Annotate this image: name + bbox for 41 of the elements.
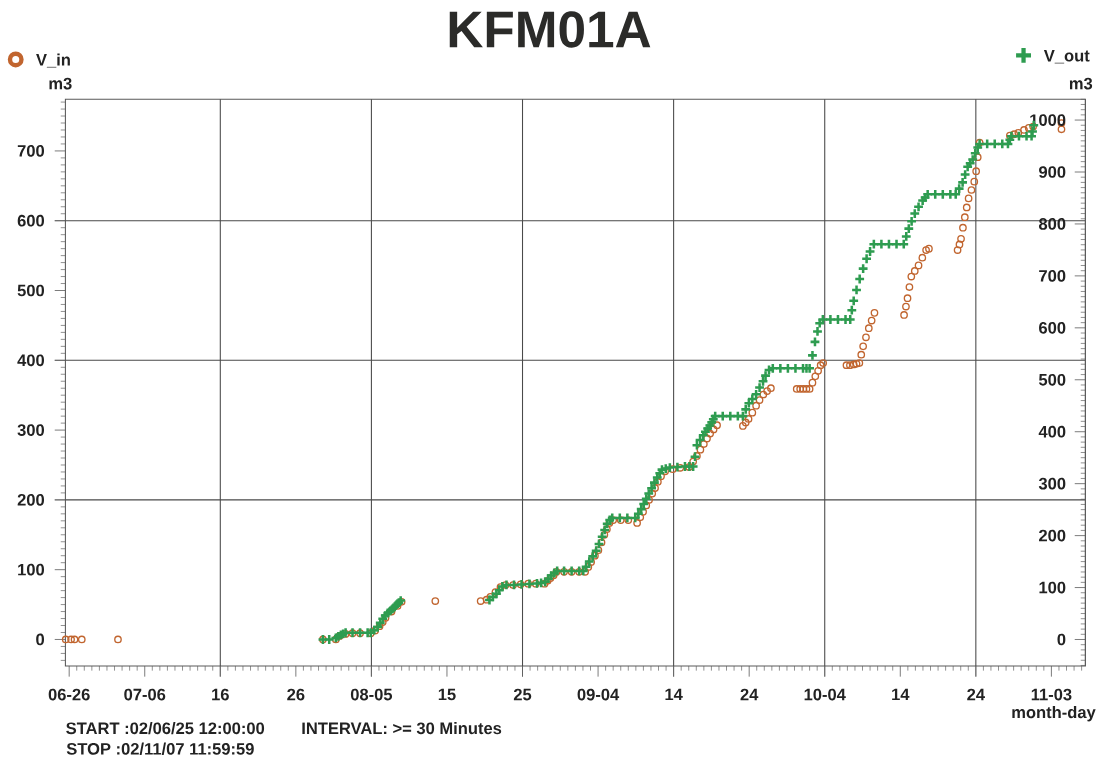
y2-tick-label: 700 [1039, 270, 1066, 282]
y2-tick-label: 0 [1057, 633, 1066, 646]
x-tick-label: 15 [438, 688, 456, 701]
x-tick-label: 25 [513, 688, 532, 701]
y2-axis-title: m3 [1069, 77, 1093, 90]
x-tick-label: 06-26 [48, 688, 90, 701]
y-tick-label: 300 [17, 424, 45, 436]
y-tick-label: 500 [17, 284, 45, 297]
y-tick-label: 600 [17, 214, 45, 227]
y2-tick-label: 500 [1038, 373, 1066, 386]
y2-tick-label: 900 [1039, 166, 1066, 178]
x-tick-label: 11-03 [1031, 688, 1072, 701]
y2-tick-label: 200 [1039, 529, 1066, 542]
y2-tick-label: 800 [1038, 218, 1066, 230]
y-tick-label: 200 [17, 494, 45, 506]
y-tick-label: 0 [36, 633, 45, 646]
x-tick-label: 26 [287, 688, 305, 701]
x-tick-label: 14 [665, 688, 683, 701]
y2-tick-label: 600 [1039, 321, 1066, 334]
x-tick-label: 24 [967, 688, 985, 701]
y-tick-label: 700 [17, 145, 45, 157]
x-tick-label: 07-06 [124, 688, 166, 701]
y2-tick-label: 100 [1039, 581, 1066, 594]
y2-tick-label: 400 [1038, 425, 1066, 438]
legend-label: V_in [36, 53, 70, 68]
y-tick-label: 100 [18, 563, 45, 576]
x-tick-label: 09-04 [577, 688, 620, 701]
text: START :02/06/25 12:00:00 [66, 722, 265, 735]
x-tick-label: 24 [740, 688, 759, 701]
text: STOP :02/11/07 11:59:59 [66, 742, 254, 755]
x-tick-label: 10-04 [804, 688, 846, 701]
text: INTERVAL: >= 30 Minutes [302, 722, 502, 735]
legend-label: V_out [1043, 50, 1090, 64]
y-tick-label: 400 [17, 354, 45, 367]
x-tick-label: 16 [212, 688, 229, 701]
y-axis-title: m3 [49, 77, 72, 90]
y2-tick-label: 300 [1038, 477, 1066, 490]
chart-title: KFM01A [449, 11, 651, 48]
x-tick-label: 08-05 [350, 688, 393, 701]
x-tick-label: 14 [892, 688, 910, 701]
x-axis-title: month-day [1012, 706, 1096, 722]
